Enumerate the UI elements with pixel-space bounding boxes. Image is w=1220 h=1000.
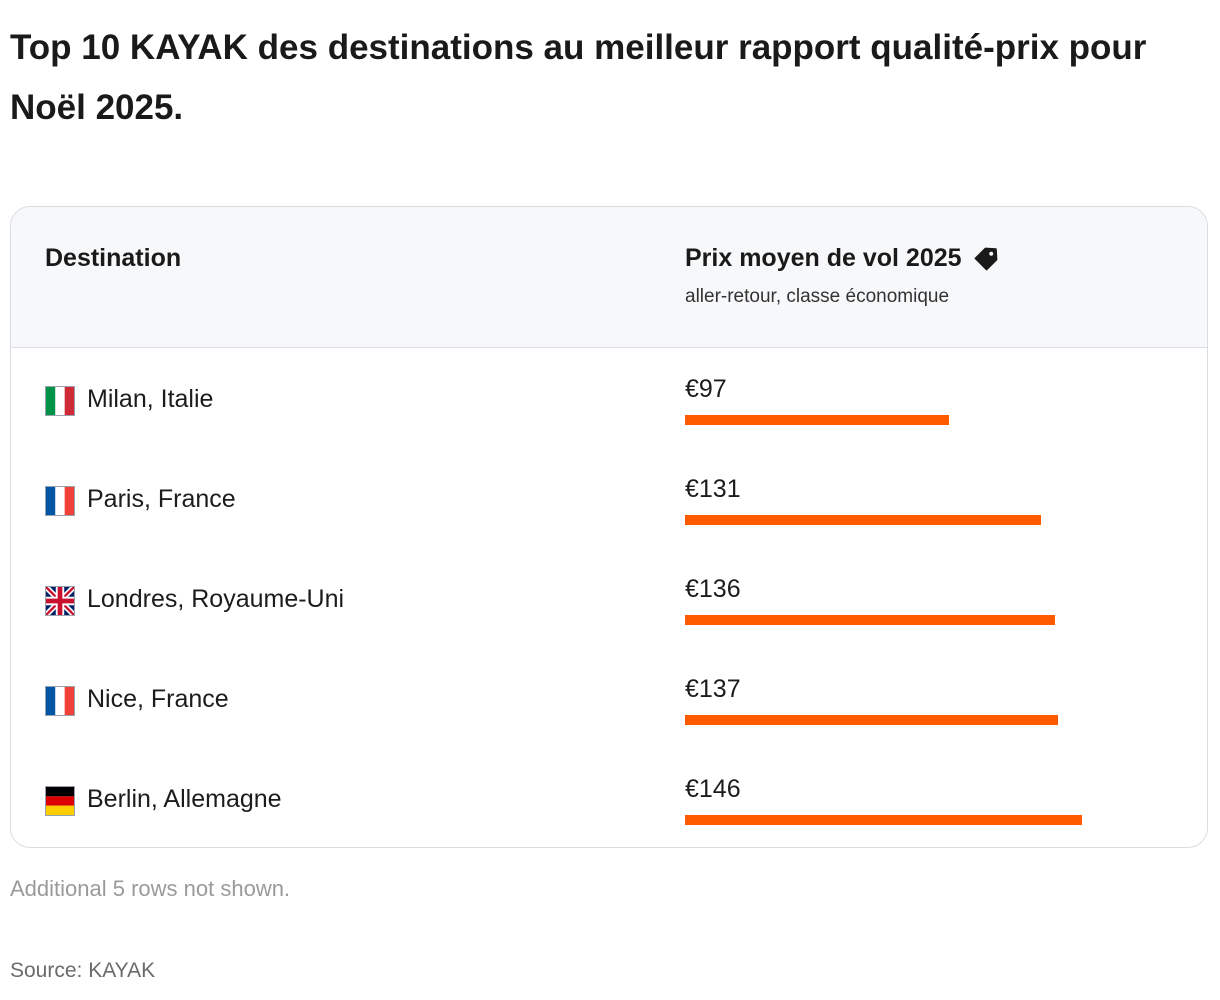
price-bar [685,715,1058,725]
price-label: €97 [685,375,727,403]
column-header-destination: Destination [45,244,182,272]
destination-name: Paris, France [87,485,236,513]
france-flag-icon [45,486,75,516]
destination-name: Nice, France [87,685,229,713]
destinations-table: Destination Prix moyen de vol 2025 aller… [10,206,1208,848]
germany-flag-icon [45,786,75,816]
price-label: €136 [685,575,741,603]
table-header: Destination Prix moyen de vol 2025 aller… [11,207,1207,348]
column-header-price-subtitle: aller-retour, classe économique [685,286,950,307]
uk-flag-icon [45,586,75,616]
destination-name: Londres, Royaume-Uni [87,585,345,613]
price-bar [685,415,949,425]
table-row: Nice, France €137 [11,649,1207,749]
price-label: €137 [685,675,741,703]
table-row: Berlin, Allemagne €146 [11,749,1207,847]
page-title: Top 10 KAYAK des destinations au meilleu… [10,28,1147,127]
price-tag-icon [972,245,1000,273]
price-bar [685,815,1082,825]
table-row: Milan, Italie €97 [11,349,1207,449]
column-header-price-label: Prix moyen de vol 2025 [685,244,962,272]
table-row: Londres, Royaume-Uni €136 [11,549,1207,649]
price-label: €131 [685,475,741,503]
rows-not-shown-note: Additional 5 rows not shown. [10,876,291,901]
source-label: Source: KAYAK [10,959,156,982]
column-header-price: Prix moyen de vol 2025 [685,244,1000,273]
france-flag-icon [45,686,75,716]
italy-flag-icon [45,386,75,416]
destination-name: Berlin, Allemagne [87,785,282,813]
price-bar [685,615,1055,625]
price-bar [685,515,1041,525]
destination-name: Milan, Italie [87,385,214,413]
price-label: €146 [685,775,741,803]
table-row: Paris, France €131 [11,449,1207,549]
